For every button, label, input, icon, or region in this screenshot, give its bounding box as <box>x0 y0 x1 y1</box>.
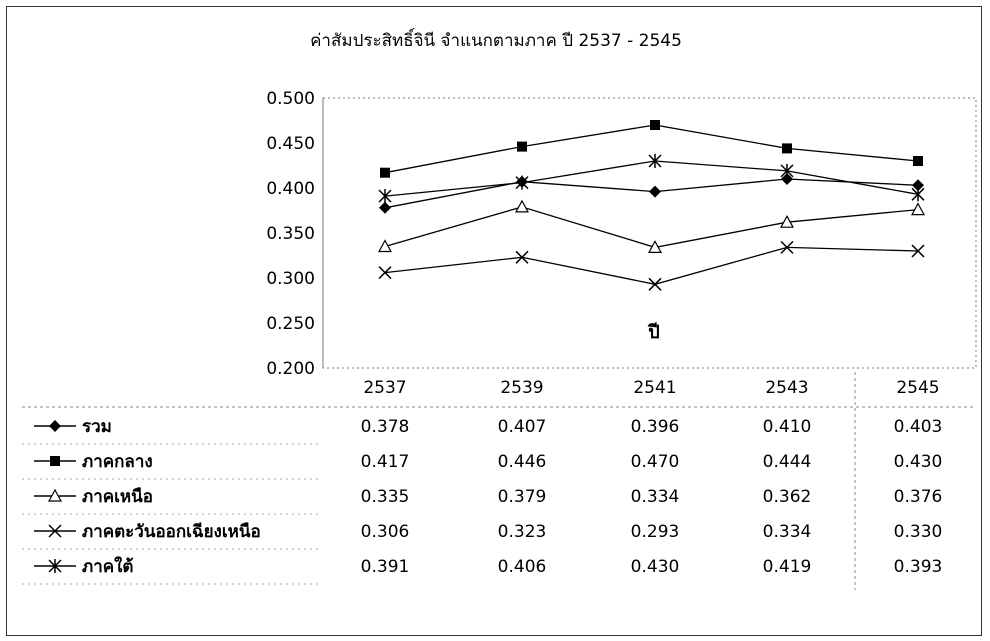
data-point-triangle <box>377 239 393 253</box>
table-cell: 0.379 <box>498 487 547 507</box>
table-cell: 0.306 <box>361 522 410 542</box>
table-cell: 0.407 <box>498 417 547 437</box>
data-point-x <box>780 240 794 254</box>
data-point-triangle <box>910 202 926 216</box>
table-cell: 0.417 <box>361 452 410 472</box>
data-point-diamond <box>912 179 924 192</box>
table-row: ภาคตะวันออกเฉียงเหนือ 0.306 0.323 0.293 0.33… <box>22 521 943 550</box>
y-tick-label: 0.350 <box>266 224 315 244</box>
table-cell: 0.396 <box>631 417 680 437</box>
data-point-diamond <box>781 173 793 185</box>
y-axis: 0.500 0.450 0.400 0.350 0.300 0.250 0.200 <box>266 89 324 379</box>
series-line <box>378 240 925 291</box>
x-tick-label: 2537 <box>363 378 406 398</box>
legend-label: ภาคเหนือ <box>82 486 153 507</box>
data-point-square <box>50 456 60 466</box>
data-point-x <box>48 524 62 538</box>
table-cell: 0.410 <box>763 417 812 437</box>
table-cell: 0.446 <box>498 452 547 472</box>
table-cell: 0.470 <box>631 452 680 472</box>
table-cell: 0.391 <box>361 557 410 577</box>
x-tick-label: 2541 <box>633 378 676 398</box>
data-point-square <box>380 167 390 178</box>
table-row: ภาคกลาง 0.417 0.446 0.470 0.444 0.430 <box>22 452 943 480</box>
table-cell: 0.335 <box>361 487 410 507</box>
series-line <box>379 173 924 214</box>
legend-label: ภาคใต้ <box>82 556 133 577</box>
data-point-star <box>780 163 794 178</box>
legend-label: ภาคตะวันออกเฉียงเหนือ <box>82 521 261 542</box>
series-line <box>378 154 925 204</box>
series-line <box>377 199 926 253</box>
table-cell: 0.430 <box>631 557 680 577</box>
table-cell: 0.293 <box>631 522 680 542</box>
data-point-square <box>650 120 660 130</box>
data-point-x <box>911 244 925 258</box>
series-layer <box>377 120 926 291</box>
series-line <box>380 120 923 178</box>
data-point-square <box>517 141 527 152</box>
data-point-star <box>648 154 662 168</box>
data-point-x <box>515 250 529 264</box>
x-tick-label: 2543 <box>765 378 808 398</box>
data-point-square <box>913 156 923 166</box>
data-point-diamond <box>49 420 61 432</box>
table-cell: 0.334 <box>631 487 680 507</box>
table-cell: 0.362 <box>763 487 812 507</box>
data-point-diamond <box>379 201 391 214</box>
data-point-star <box>48 559 62 573</box>
table-cell: 0.323 <box>498 522 547 542</box>
y-tick-label: 0.200 <box>266 359 315 379</box>
table-cell: 0.376 <box>894 487 943 507</box>
table-cell: 0.406 <box>498 557 547 577</box>
y-tick-label: 0.250 <box>266 314 315 334</box>
data-point-star <box>515 175 529 190</box>
legend-label: รวม <box>82 417 112 437</box>
table-cell: 0.403 <box>894 417 943 437</box>
x-tick-label: 2539 <box>500 378 543 398</box>
legend-label: ภาคกลาง <box>82 452 153 472</box>
x-axis-label: ปี <box>647 322 660 343</box>
table-cell: 0.393 <box>894 557 943 577</box>
data-point-diamond <box>649 185 661 198</box>
series-path <box>384 206 919 249</box>
table-cell: 0.430 <box>894 452 943 472</box>
data-point-square <box>782 143 792 154</box>
data-table: รวม 0.378 0.407 0.396 0.410 0.403 ภาคกลาง 0.417… <box>22 372 976 590</box>
x-axis: 2537 2539 2541 2543 2545 <box>363 378 939 398</box>
data-point-x <box>378 266 392 280</box>
table-cell: 0.334 <box>763 522 812 542</box>
table-row: รวม 0.378 0.407 0.396 0.410 0.403 <box>22 417 943 445</box>
data-point-triangle <box>779 214 795 228</box>
data-point-x <box>648 277 662 291</box>
table-cell: 0.330 <box>894 522 943 542</box>
chart-title: ค่าสัมประสิทธิ์จินี จำแนกตามภาค ปี 2537 … <box>310 28 682 51</box>
data-point-star <box>911 187 925 202</box>
y-tick-label: 0.450 <box>266 134 315 154</box>
table-row: ภาคเหนือ 0.335 0.379 0.334 0.362 0.376 <box>22 486 943 515</box>
y-tick-label: 0.400 <box>266 179 315 199</box>
table-cell: 0.444 <box>763 452 812 472</box>
y-tick-label: 0.500 <box>266 89 315 109</box>
table-cell: 0.419 <box>763 557 812 577</box>
y-tick-label: 0.300 <box>266 269 315 289</box>
table-cell: 0.378 <box>361 417 410 437</box>
x-tick-label: 2545 <box>896 378 939 398</box>
data-point-triangle <box>514 199 530 213</box>
data-point-triangle <box>47 488 63 502</box>
table-row: ภาคใต้ 0.391 0.406 0.430 0.419 0.393 <box>22 556 943 585</box>
data-point-star <box>378 189 392 204</box>
chart-frame <box>6 6 982 636</box>
data-point-triangle <box>647 240 663 253</box>
